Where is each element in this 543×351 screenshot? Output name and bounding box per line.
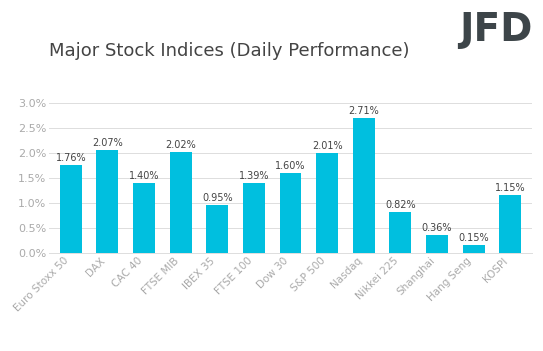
Text: 1.40%: 1.40% <box>129 171 159 181</box>
Text: 2.07%: 2.07% <box>92 138 123 148</box>
Bar <box>169 152 192 253</box>
Bar <box>463 245 484 253</box>
Text: 0.15%: 0.15% <box>458 233 489 243</box>
Text: 2.71%: 2.71% <box>349 106 379 116</box>
Bar <box>60 165 82 253</box>
Bar <box>353 118 375 253</box>
Text: 2.02%: 2.02% <box>165 140 196 150</box>
Text: 1.76%: 1.76% <box>55 153 86 163</box>
Bar <box>133 183 155 253</box>
Bar <box>280 173 301 253</box>
Text: 1.15%: 1.15% <box>495 184 526 193</box>
Text: 2.01%: 2.01% <box>312 141 343 151</box>
Text: 0.82%: 0.82% <box>385 200 415 210</box>
Text: 0.95%: 0.95% <box>202 193 232 203</box>
Text: 1.60%: 1.60% <box>275 161 306 171</box>
Text: Major Stock Indices (Daily Performance): Major Stock Indices (Daily Performance) <box>49 42 409 60</box>
Text: 1.39%: 1.39% <box>238 172 269 181</box>
Bar <box>426 235 448 253</box>
Bar <box>243 184 265 253</box>
Bar <box>206 205 228 253</box>
Text: 0.36%: 0.36% <box>422 223 452 233</box>
Text: JFD: JFD <box>459 11 532 48</box>
Bar <box>389 212 412 253</box>
Bar <box>97 150 118 253</box>
Bar <box>499 196 521 253</box>
Bar <box>316 153 338 253</box>
